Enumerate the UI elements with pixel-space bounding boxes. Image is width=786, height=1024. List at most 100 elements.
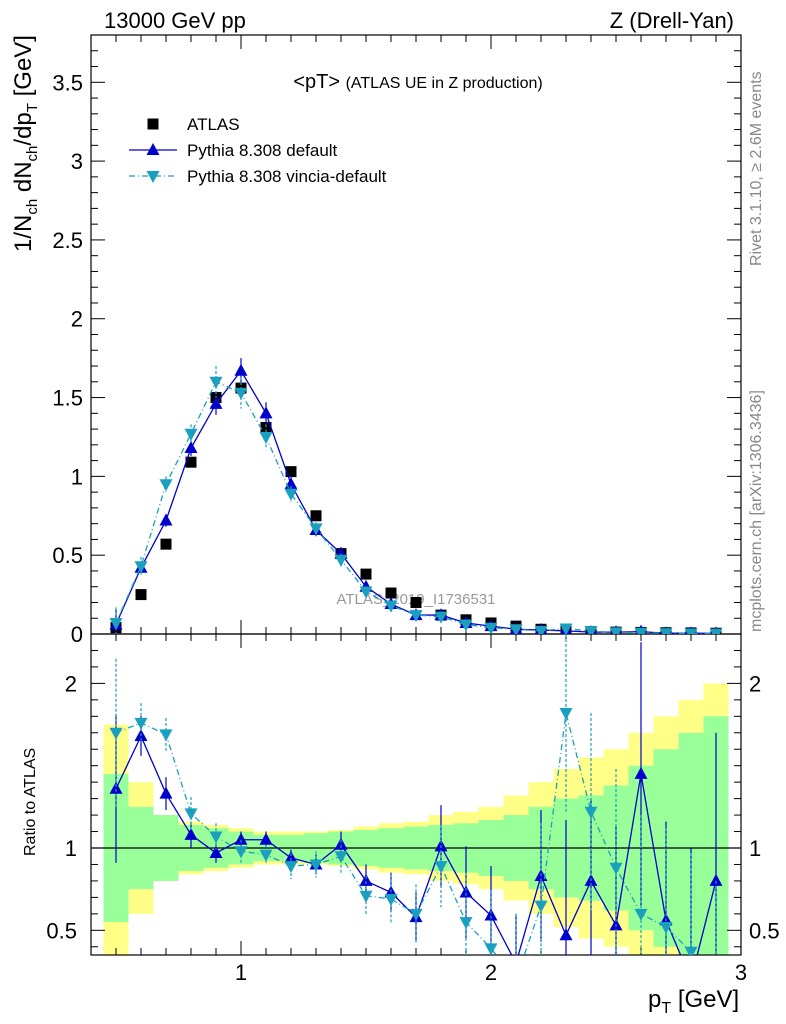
data-point [109,617,123,630]
mcplots-label: mcplots.cern.ch [arXiv:1306.3436] [748,390,765,632]
ratio-point [184,827,198,840]
ratio-point [334,851,348,864]
data-point [284,488,298,501]
ratio-point [184,808,198,821]
data-point [684,628,698,634]
header-left: 13000 GeV pp [104,8,246,33]
ratio-y-tick-label-right: 0.5 [749,918,780,943]
ratio-point [159,729,173,742]
ratio-point [584,806,598,819]
ratio-y-tick-label-right: 1 [749,836,761,861]
x-tick-label: 3 [735,960,747,985]
ratio-point [334,837,348,850]
x-axis-title: pT [GeV] [648,986,740,1017]
ratio-point [484,908,498,921]
legend-marker [146,143,160,155]
ratio-point [109,727,123,740]
ratio-point [234,846,248,859]
y-tick-label: 2.5 [52,228,83,253]
ratio-point [459,917,473,930]
data-point [260,422,272,434]
header-right: Z (Drell-Yan) [609,8,734,33]
data-point [259,406,273,419]
data-point [634,627,648,634]
data-point [385,587,397,599]
legend-label: Pythia 8.308 vincia-default [187,167,387,186]
y-tick-label: 0 [71,622,83,647]
ratio-y-tick-label: 2 [65,671,77,696]
ratio-point [234,832,248,845]
ratio-point [359,890,373,903]
data-point [184,440,198,453]
x-tick-label: 2 [485,960,497,985]
legend-marker [146,171,160,183]
data-point [459,619,473,632]
ratio-point [459,885,473,898]
data-point [484,622,498,634]
data-point [209,396,223,409]
data-point [384,600,398,613]
data-point [160,538,172,550]
ratio-point [434,861,448,874]
ratio-point [259,849,273,862]
data-point [259,431,273,444]
data-point [185,456,197,468]
ratio-point [284,850,298,863]
ratio-point [634,908,648,921]
ratio-series [109,634,723,955]
data-point [409,610,423,623]
ratio-y-tick-label: 1 [65,836,77,861]
ratio-point [484,943,498,955]
legend-label: ATLAS [187,115,240,134]
ratio-y-tick-label-right: 2 [749,671,761,696]
data-point [534,625,548,634]
ratio-point [284,861,298,874]
data-point [359,586,373,599]
ratio-point [634,766,648,779]
data-point [559,623,573,634]
ratio-point [709,873,723,886]
y-axis-title: 1/Nch dNch/dpT [GeV] [10,35,41,252]
ratio-point [684,946,698,955]
legend-label: Pythia 8.308 default [187,141,338,160]
rivet-label: Rivet 3.1.10, ≥ 2.6M events [748,71,765,266]
data-point [659,628,673,634]
ratio-point [384,894,398,907]
ratio-y-tick-label: 0.5 [46,918,77,943]
ratio-point [559,928,573,941]
data-point [135,589,147,601]
data-point [285,466,297,478]
y-tick-label: 3 [71,149,83,174]
data-point [234,387,248,400]
data-point [360,568,372,580]
ratio-point [534,900,548,913]
data-point [309,523,323,536]
data-point [184,428,198,441]
ratio-point [309,859,323,872]
data-point [584,626,598,634]
y-tick-label: 0.5 [52,543,83,568]
ratio-point [659,922,673,935]
data-point [509,624,523,634]
data-point [134,561,148,574]
data-point [709,628,723,634]
y-tick-label: 1 [71,464,83,489]
data-point [159,479,173,492]
legend: ATLAS Pythia 8.308 default Pythia 8.308 vi… [129,115,387,186]
data-point [609,627,623,634]
ratio-point [559,708,573,721]
data-point [234,363,248,376]
x-tick-label: 1 [235,960,247,985]
ratio-axis-title: Ratio to ATLAS [22,747,39,856]
y-tick-label: 1.5 [52,386,83,411]
ratio-point [359,873,373,886]
data-point [159,513,173,526]
data-point [310,510,322,522]
ratio-point [134,717,148,730]
ratio-point [109,781,123,794]
chart-title: <pT> (ATLAS UE in Z production) [293,71,542,93]
data-point [410,596,422,608]
ratio-point [609,862,623,875]
data-point [209,376,223,389]
